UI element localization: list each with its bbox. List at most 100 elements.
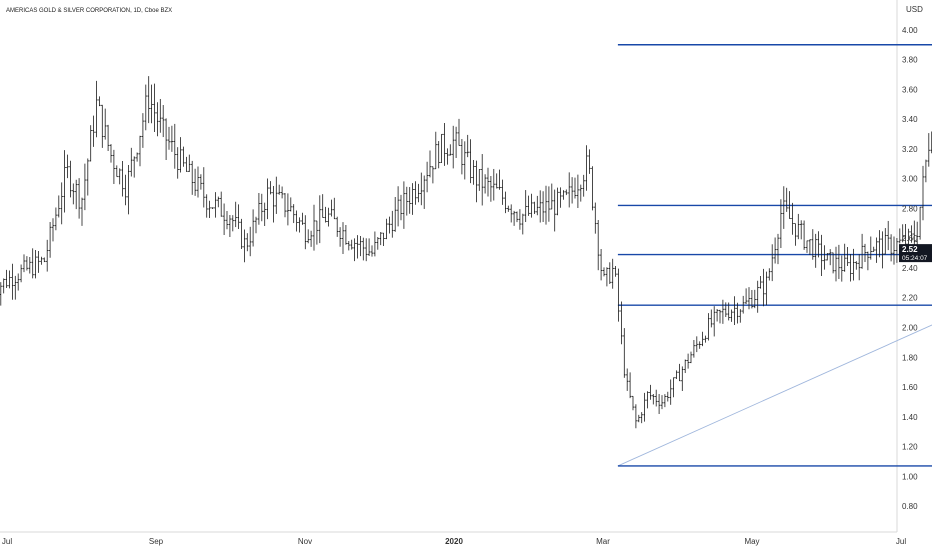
ohlc-bar — [614, 265, 617, 277]
ohlc-bar — [826, 253, 829, 261]
ohlc-bar — [741, 295, 745, 314]
ohlc-bar — [788, 191, 791, 220]
ohlc-bar — [791, 202, 794, 235]
ohlc-bar — [715, 309, 719, 322]
ohlc-bar — [486, 167, 490, 197]
ohlc-bar — [710, 309, 713, 328]
ohlc-bar — [25, 256, 29, 271]
ohlc-bar — [292, 204, 295, 224]
ohlc-bar — [159, 98, 162, 133]
price-axis[interactable]: 4.00 3.80 3.60 3.40 3.20 3.00 2.80 2.60 2.40 2.20… — [902, 26, 918, 511]
ohlc-bar — [831, 252, 835, 274]
ohlc-bar — [707, 313, 710, 341]
time-axis[interactable]: JulSepNov2020MarMayJulSepNov2021MarMayJu — [2, 537, 932, 546]
ohlc-bar — [127, 164, 130, 215]
ohlc-bar — [193, 168, 197, 196]
ohlc-bar — [886, 220, 890, 251]
ohlc-bar — [657, 393, 661, 414]
ohlc-bar — [776, 233, 780, 265]
ohlc-bar — [663, 394, 667, 408]
ohlc-bar — [892, 236, 896, 265]
ohlc-bar — [718, 309, 722, 324]
ohlc-bar — [901, 224, 904, 243]
ohlc-bar — [681, 366, 684, 391]
ohlc-bar — [106, 124, 110, 151]
ohlc-bar — [22, 254, 26, 273]
ohlc-bar — [881, 231, 884, 269]
ohlc-bar — [695, 336, 699, 353]
x-tick-label: Jul — [896, 537, 906, 546]
ohlc-bar — [138, 135, 142, 167]
ohlc-bar — [727, 302, 730, 321]
ohlc-bar — [654, 389, 658, 407]
ohlc-bar — [103, 108, 107, 140]
ohlc-bar — [260, 193, 264, 222]
y-tick-label: 2.60 — [902, 234, 918, 243]
ohlc-bar — [759, 275, 762, 289]
ohlc-bar — [19, 264, 23, 283]
chart-title: AMERICAS GOLD & SILVER CORPORATION, 1D, … — [6, 8, 172, 14]
ohlc-bar — [34, 249, 37, 279]
ohlc-bar — [878, 230, 881, 258]
ohlc-bar — [541, 191, 545, 223]
ohlc-bars — [0, 76, 932, 429]
ohlc-bar — [347, 241, 351, 251]
ohlc-bar — [724, 302, 728, 318]
ohlc-bar — [533, 201, 536, 215]
last-price-badge-box — [899, 244, 932, 263]
ohlc-bar — [399, 194, 403, 221]
ohlc-bar — [350, 239, 353, 250]
ohlc-bar — [364, 238, 368, 262]
ohlc-bar — [512, 210, 516, 226]
ohlc-bar — [889, 234, 893, 262]
ohlc-bar — [408, 187, 411, 214]
ohlc-bar — [559, 187, 562, 208]
ohlc-bar — [74, 179, 78, 210]
ohlc-bar — [219, 191, 223, 217]
ohlc-bar — [437, 141, 440, 169]
ohlc-bar — [730, 309, 733, 322]
fibonacci-retracement[interactable]: 00.3820.50.6181 — [617, 38, 932, 467]
ohlc-bar — [779, 199, 783, 249]
ohlc-bar — [124, 174, 127, 206]
ohlc-bar — [814, 233, 817, 268]
ohlc-bar — [115, 165, 119, 178]
ohlc-bar — [884, 228, 887, 255]
y-tick-label: 3.60 — [902, 85, 918, 94]
last-price-badge: 2.52 05:24:07 — [899, 244, 932, 263]
ohlc-bar — [167, 126, 171, 150]
ohlc-bar — [112, 149, 116, 184]
ohlc-bar — [185, 156, 188, 172]
ohlc-bar — [54, 207, 58, 231]
ohlc-bar — [553, 189, 556, 232]
ohlc-bar — [472, 159, 475, 185]
ohlc-bar — [240, 218, 243, 250]
ohlc-bar — [449, 144, 452, 156]
ohlc-bar — [744, 288, 748, 305]
ohlc-bar — [602, 267, 606, 277]
ohlc-bar — [747, 287, 751, 310]
ohlc-bar — [596, 220, 600, 271]
ohlc-bar — [918, 206, 922, 240]
ohlc-bar — [666, 391, 670, 402]
ohlc-bar — [327, 207, 330, 227]
ohlc-bar — [857, 254, 861, 281]
ohlc-bar — [866, 251, 870, 271]
ohlc-bar — [135, 152, 139, 162]
ohlc-bar — [80, 197, 84, 226]
ohlc-bar — [109, 144, 113, 163]
ohlc-bar — [385, 218, 388, 240]
ohlc-bar — [269, 181, 272, 195]
ohlc-bar — [768, 268, 771, 281]
fib-trend-line[interactable] — [617, 45, 932, 467]
ohlc-bar — [411, 183, 414, 215]
ohlc-bar — [283, 193, 287, 218]
ohlc-bar — [652, 394, 655, 405]
ohlc-bar — [11, 263, 14, 300]
ohlc-bar — [234, 201, 237, 228]
ohlc-bar — [338, 227, 342, 247]
ohlc-bar — [463, 141, 467, 180]
ohlc-bar — [863, 243, 867, 262]
ohlc-bar — [875, 237, 878, 263]
